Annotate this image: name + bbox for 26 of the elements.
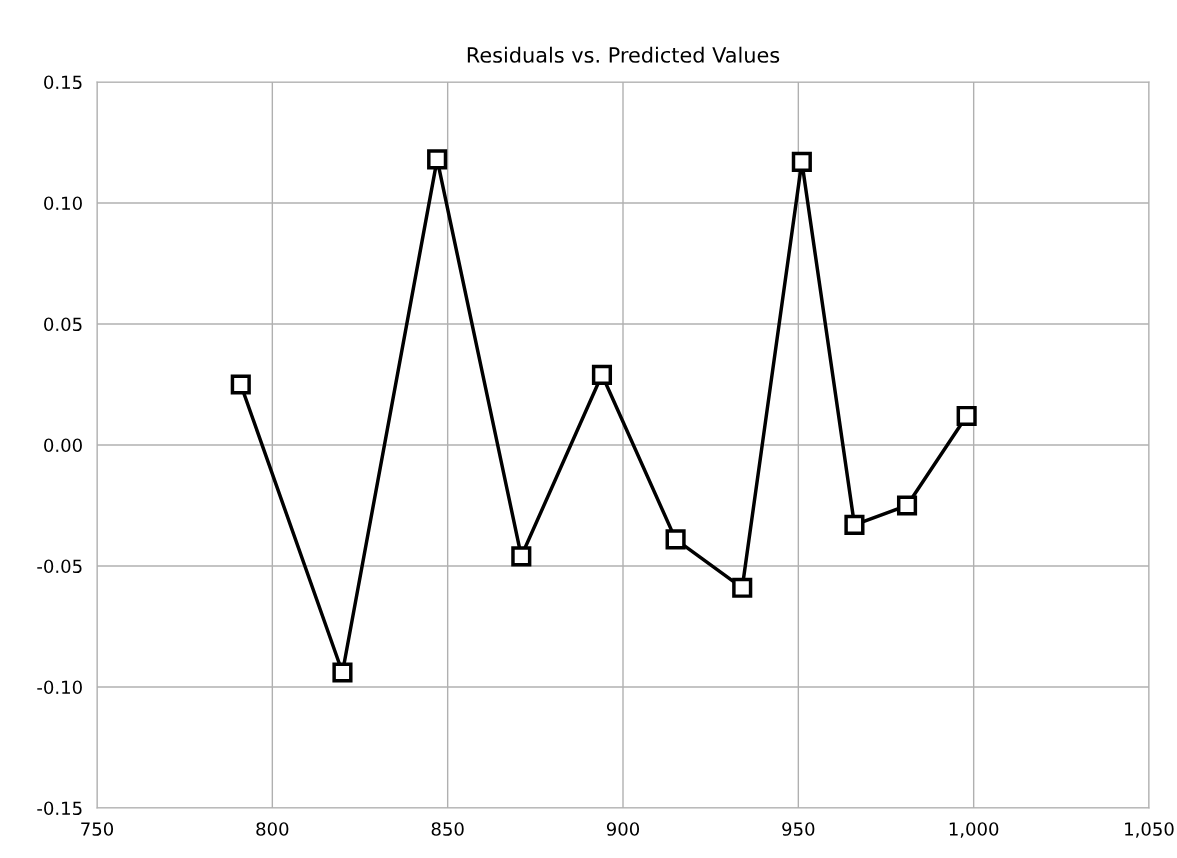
- x-tick-label: 1,000: [949, 822, 999, 838]
- point: [732, 577, 753, 598]
- x-tick-label: 950: [782, 822, 815, 836]
- chart-title: Residuals vs. Predicted Values: [467, 46, 780, 63]
- point: [591, 364, 613, 385]
- point: [511, 546, 532, 567]
- y-tick-label: 0.15: [44, 75, 82, 90]
- y-tick-label: 0.05: [44, 317, 82, 332]
- x-tick-label: 900: [606, 822, 640, 836]
- y-tick-label: -0.15: [37, 801, 82, 816]
- point: [956, 405, 977, 427]
- y-tick-label: 0.10: [44, 196, 82, 211]
- x-tick-label: 800: [256, 822, 289, 836]
- y-tick-label: 0.00: [44, 438, 82, 453]
- point: [791, 151, 812, 172]
- y-tick-label: -0.05: [37, 559, 82, 574]
- x-tick-label: 750: [81, 822, 114, 836]
- y-tick-label: -0.10: [37, 680, 82, 695]
- x-tick-label: 1,050: [1125, 822, 1174, 838]
- point: [427, 149, 448, 170]
- x-tick-label: 850: [431, 822, 464, 836]
- point: [665, 529, 686, 550]
- point: [332, 662, 353, 683]
- point: [844, 514, 865, 535]
- point: [896, 495, 918, 516]
- point: [230, 374, 251, 395]
